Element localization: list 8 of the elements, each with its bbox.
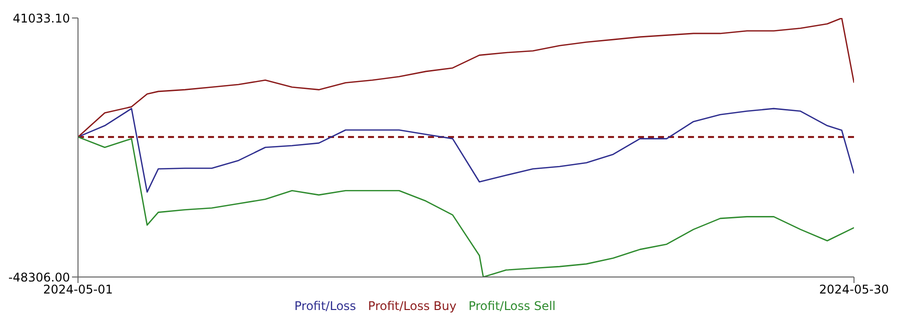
y-tick-label: -48306.00: [8, 270, 70, 284]
x-tick-label: 2024-05-30: [819, 282, 889, 297]
text: Profit/Loss: [294, 299, 356, 313]
x-tick-label: 2024-05-01: [43, 282, 113, 297]
y-tick-label: 41033.10: [12, 11, 70, 26]
line-series: [78, 108, 854, 193]
text: Profit/Loss Sell: [468, 299, 556, 313]
text: Profit/Loss Buy: [368, 299, 456, 313]
